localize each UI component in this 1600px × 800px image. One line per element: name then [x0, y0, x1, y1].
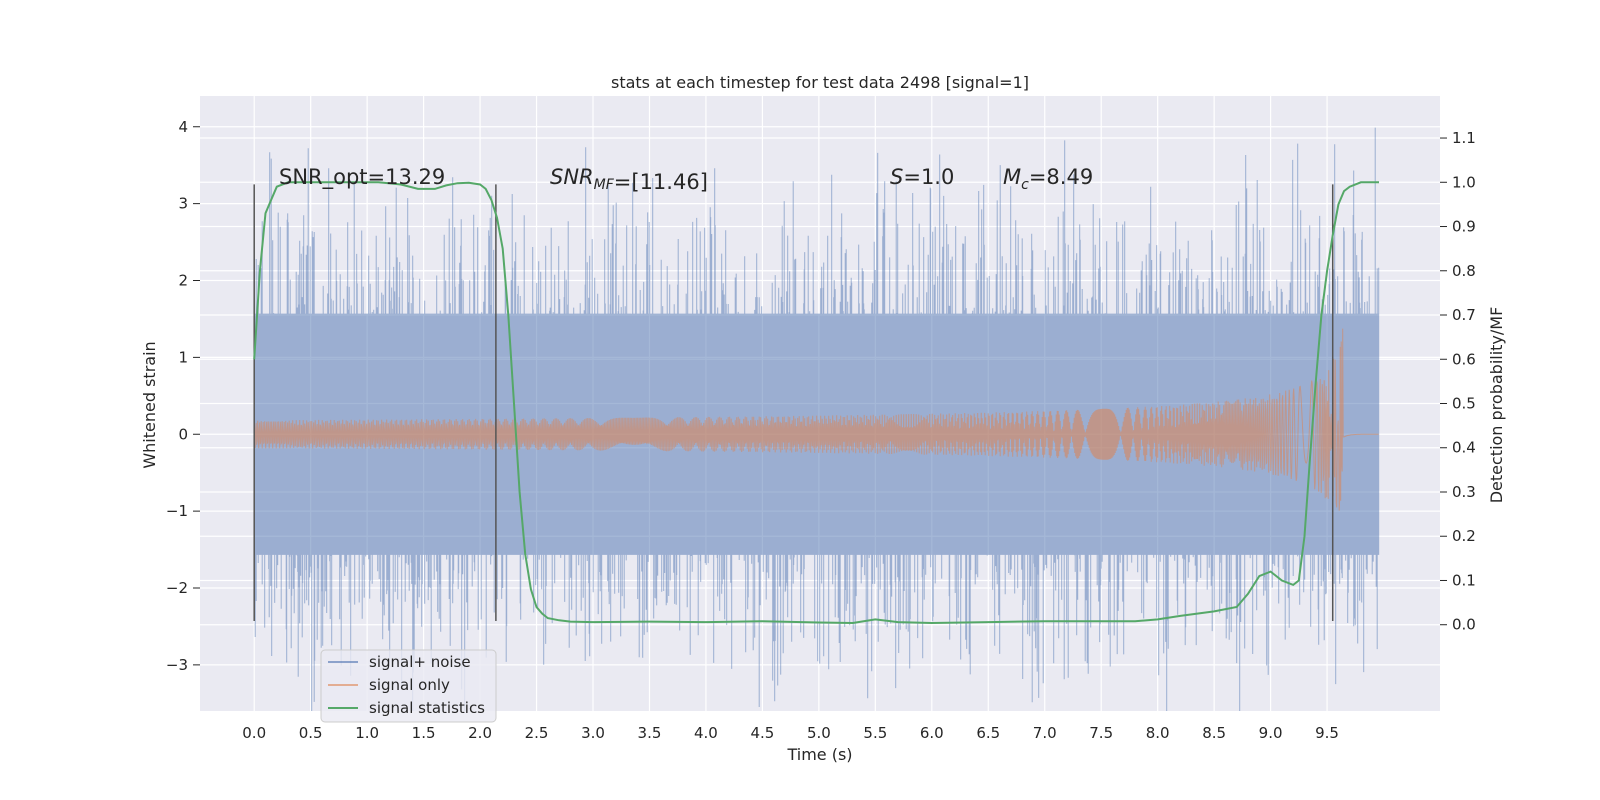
- y2-tick-label: 0.3: [1452, 483, 1476, 501]
- legend-box: [320, 649, 497, 723]
- x-tick-label: 8.5: [1202, 724, 1226, 742]
- series-signal-statistics-line: [253, 181, 1379, 625]
- y-tick-label: 4: [178, 118, 188, 136]
- annotation-mc: Mc=8.49: [1003, 165, 1093, 193]
- legend: signal+ noise signal only signal statist…: [320, 649, 497, 723]
- annotation-s: S=1.0: [890, 165, 954, 189]
- legend-label-signal-noise: signal+ noise: [369, 653, 471, 671]
- x-tick-label: 0.0: [242, 724, 266, 742]
- x-tick-label: 3.5: [638, 724, 662, 742]
- annotation-snr-mf: SNRMF=[11.46]: [550, 165, 708, 194]
- y-tick-label: −2: [166, 579, 188, 597]
- y-tick-label: 0: [178, 425, 188, 443]
- y-axis-label: Whitened strain: [140, 341, 159, 468]
- x-tick-label: 3.0: [581, 724, 605, 742]
- x-axis-ticks: 0.0 0.5 1.0 1.5 2.0 2.5 3.0 3.5 4.0 4.5 5.0 5.5 6.0 6…: [242, 724, 1339, 742]
- series-signal-only-line: [253, 328, 1379, 511]
- x-tick-label: 6.0: [920, 724, 944, 742]
- x-tick-label: 0.5: [299, 724, 323, 742]
- legend-label-signal-only: signal only: [369, 676, 450, 694]
- x-tick-label: 9.0: [1259, 724, 1283, 742]
- y2-tick-label: 1.1: [1452, 129, 1476, 147]
- y-tick-label: 1: [178, 348, 188, 366]
- annotation-snr-opt: SNR_opt=13.29: [279, 165, 445, 190]
- y-tick-label: 3: [178, 195, 188, 213]
- x-tick-label: 6.5: [976, 724, 1000, 742]
- y2-tick-label: 0.7: [1452, 306, 1476, 324]
- y2-tick-label: 0.1: [1452, 571, 1476, 589]
- x-tick-label: 2.5: [525, 724, 549, 742]
- y-tick-label: 2: [178, 272, 188, 290]
- x-tick-label: 5.5: [863, 724, 887, 742]
- y2-tick-label: 0.6: [1452, 350, 1476, 368]
- y2-tick-label: 0.0: [1452, 616, 1476, 634]
- x-tick-label: 2.0: [468, 724, 492, 742]
- x-tick-label: 9.5: [1315, 724, 1339, 742]
- x-tick-label: 8.0: [1146, 724, 1170, 742]
- x-tick-label: 4.0: [694, 724, 718, 742]
- x-tick-label: 7.5: [1089, 724, 1113, 742]
- x-tick-label: 4.5: [750, 724, 774, 742]
- y2-tick-label: 0.2: [1452, 527, 1476, 545]
- y2-tick-label: 1.0: [1452, 173, 1476, 191]
- y-tick-label: −3: [166, 656, 188, 674]
- y2-tick-label: 0.8: [1452, 262, 1476, 280]
- x-axis-label: Time (s): [786, 745, 852, 764]
- x-tick-label: 5.0: [807, 724, 831, 742]
- detection-markers: [253, 184, 1334, 622]
- y-tick-label: −1: [166, 502, 188, 520]
- legend-label-signal-statistics: signal statistics: [369, 699, 485, 717]
- y2-axis-label: Detection probability/MF: [1487, 307, 1506, 504]
- x-tick-label: 1.0: [355, 724, 379, 742]
- x-tick-label: 1.5: [412, 724, 436, 742]
- y2-axis-ticks: 0.0 0.1 0.2 0.3 0.4 0.5 0.6 0.7 0.8 0.9 1.0 1.1: [1440, 129, 1476, 634]
- y2-tick-label: 0.4: [1452, 439, 1476, 457]
- y-axis-ticks: −3 −2 −1 0 1 2 3 4: [166, 118, 200, 674]
- y2-tick-label: 0.5: [1452, 395, 1476, 413]
- y2-tick-label: 0.9: [1452, 218, 1476, 236]
- x-tick-label: 7.0: [1033, 724, 1057, 742]
- chart-title: stats at each timestep for test data 249…: [611, 73, 1029, 92]
